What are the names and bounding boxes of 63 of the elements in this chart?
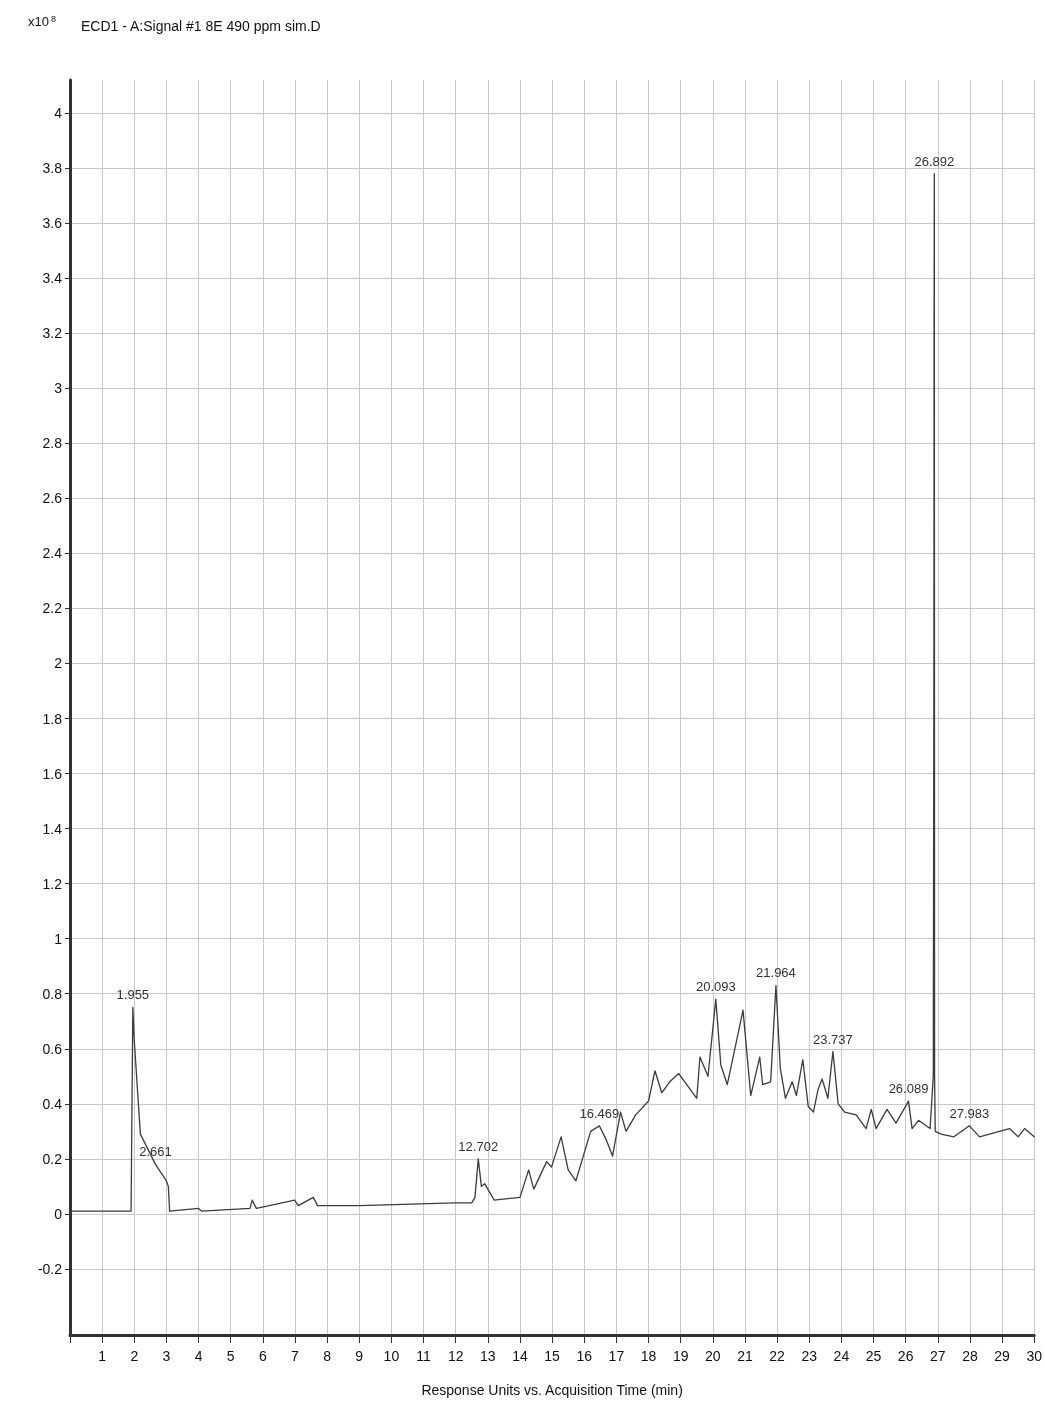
x-tick-label: 21 xyxy=(737,1348,753,1364)
x-tick-label: 28 xyxy=(962,1348,978,1364)
x-tick-label: 11 xyxy=(416,1348,432,1364)
annotation: 26.089 xyxy=(888,1081,929,1097)
annotation: 1.955 xyxy=(116,987,150,1003)
y-tick-label: 1.4 xyxy=(42,820,63,837)
chart-title: ECD1 - A:Signal #1 8E 490 ppm sim.D xyxy=(81,18,321,34)
y-tick-label: 2 xyxy=(54,655,63,672)
annotation: 26.892 xyxy=(914,153,955,169)
y-tick-label: 1 xyxy=(54,930,63,947)
x-tick-label: 26 xyxy=(897,1348,914,1364)
x-tick-label: 15 xyxy=(544,1348,561,1364)
y-tick-label: 0.2 xyxy=(42,1150,63,1167)
annotation: 23.737 xyxy=(813,1031,853,1047)
x-tick-label: 19 xyxy=(672,1348,689,1364)
x-tick-label: 24 xyxy=(833,1348,850,1364)
y-tick-label: 3.6 xyxy=(42,215,63,232)
x-tick-label: 27 xyxy=(930,1348,946,1364)
y-tick-label: 2.8 xyxy=(42,435,63,452)
x-tick-label: 9 xyxy=(355,1348,364,1364)
x-tick-label: 30 xyxy=(1026,1348,1043,1364)
x-tick-label: 8 xyxy=(323,1348,332,1364)
y-tick-label: 3.2 xyxy=(42,325,63,342)
x-tick-label: 2 xyxy=(130,1348,139,1364)
x-tick-label: 7 xyxy=(291,1348,300,1364)
y-tick-label: 3.8 xyxy=(42,160,63,177)
x-tick-label: 22 xyxy=(769,1348,786,1364)
x-axis-title: Response Units vs. Acquisition Time (min) xyxy=(421,1382,683,1398)
x-tick-label: 12 xyxy=(447,1348,464,1364)
annotation: 16.469 xyxy=(579,1105,620,1121)
y-tick-label: 0.8 xyxy=(42,985,63,1002)
annotation: 12.702 xyxy=(458,1138,499,1154)
x-tick-label: 1 xyxy=(98,1348,107,1364)
y-tick-label: 1.6 xyxy=(42,765,63,782)
y-tick-label: 2.4 xyxy=(42,545,63,562)
annotation: 21.964 xyxy=(756,965,796,981)
y-tick-label: 0.6 xyxy=(42,1040,63,1057)
y-tick-label: 2.2 xyxy=(42,600,63,617)
y-tick-label: 0 xyxy=(54,1205,63,1222)
x-tick-label: 23 xyxy=(801,1348,818,1364)
y-tick-label: 0.4 xyxy=(42,1095,63,1112)
y-tick-label: 3 xyxy=(54,380,63,397)
y-tick-label: 1.8 xyxy=(42,710,63,727)
y-tick-label: 1.2 xyxy=(42,875,63,892)
x-tick-label: 17 xyxy=(608,1348,625,1364)
y-tick-label: -0.2 xyxy=(37,1260,63,1277)
x-tick-label: 16 xyxy=(576,1348,593,1364)
x-tick-label: 3 xyxy=(162,1348,171,1364)
x-tick-label: 10 xyxy=(383,1348,400,1364)
y-tick-label: 3.4 xyxy=(42,270,63,287)
x-tick-label: 5 xyxy=(226,1348,235,1364)
x-tick-label: 14 xyxy=(512,1348,528,1364)
x-tick-label: 6 xyxy=(258,1348,267,1364)
x-tick-label: 4 xyxy=(194,1348,203,1364)
y-tick-label: 4 xyxy=(54,105,63,122)
annotation: 20.093 xyxy=(695,979,736,995)
x-tick-label: 29 xyxy=(994,1348,1011,1364)
x-tick-label: 20 xyxy=(705,1348,721,1364)
annotation: 27.983 xyxy=(949,1105,990,1121)
x-tick-label: 13 xyxy=(480,1348,496,1364)
y-tick-label: 2.6 xyxy=(42,490,63,507)
x-tick-label: 18 xyxy=(640,1348,657,1364)
x-tick-label: 25 xyxy=(865,1348,882,1364)
